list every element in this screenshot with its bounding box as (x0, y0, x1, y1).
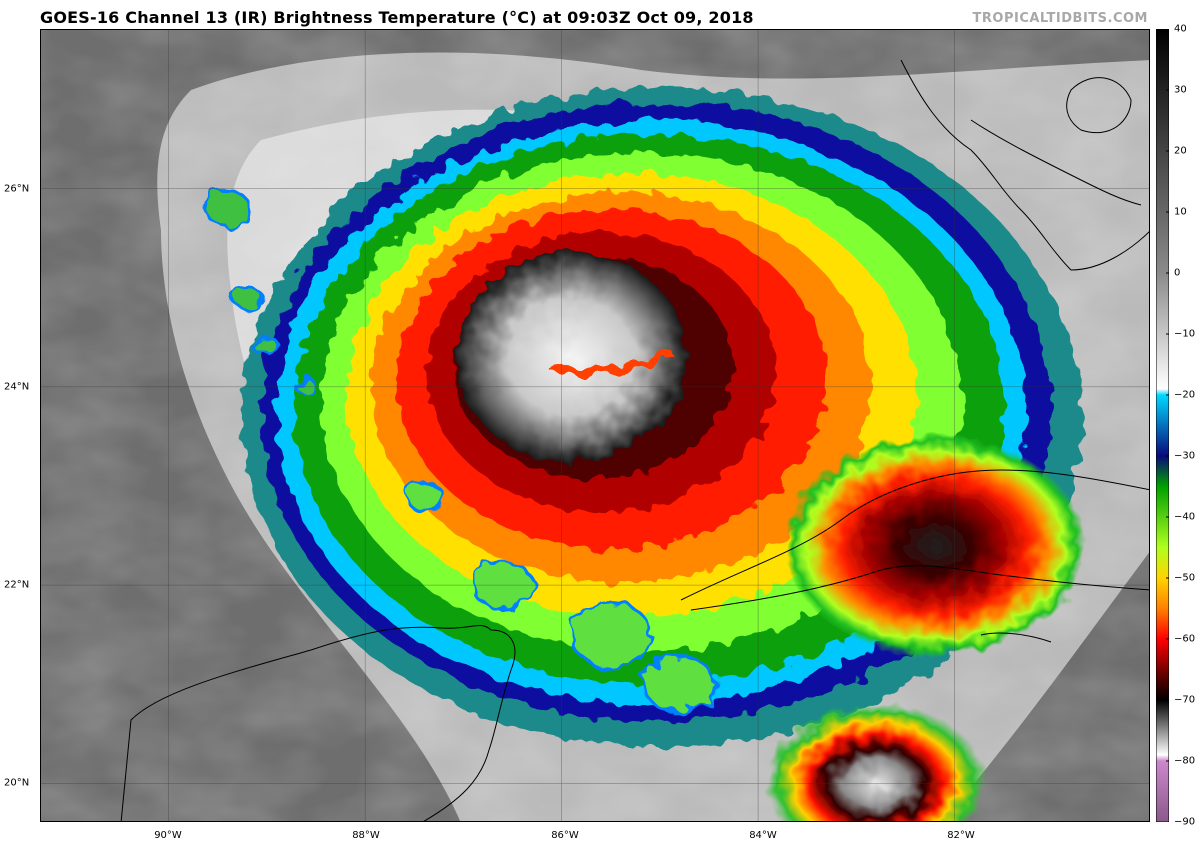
colorbar-fill (1156, 29, 1169, 822)
lon-tick-90w: 90°W (154, 830, 182, 841)
outer-cell-7 (642, 654, 716, 714)
cuba-convection-cell (784, 435, 1085, 656)
lon-tick-84w: 84°W (749, 830, 777, 841)
colorbar-tick-label: −20 (1174, 389, 1196, 401)
lon-tick-82w: 82°W (947, 830, 975, 841)
lat-tick-20n: 20°N (4, 777, 30, 789)
temperature-colorbar (1156, 29, 1169, 822)
coastlines (120, 59, 1149, 821)
colorbar-tick-label: 20 (1174, 145, 1187, 157)
colorbar-tick-label: 0 (1174, 267, 1181, 279)
outer-cell-0 (204, 189, 252, 228)
colorbar-tick-label: −40 (1174, 511, 1196, 523)
lat-tick-24n: 24°N (4, 381, 30, 393)
colorbar-tick-label: −60 (1174, 633, 1196, 645)
outer-cell-1 (231, 284, 263, 311)
cuba-south-coast (690, 565, 1149, 611)
storm-core (456, 252, 687, 463)
colorbar-tick-label: 30 (1174, 84, 1187, 96)
map-canvas (41, 30, 1149, 821)
lake-okeechobee (1066, 77, 1132, 134)
lat-tick-26n: 26°N (4, 183, 30, 195)
hurricane-michael (204, 87, 1085, 821)
cuba-north-coast (680, 469, 1149, 601)
outer-cell-6 (569, 601, 653, 669)
colorbar-tick-label: −90 (1174, 816, 1196, 828)
chart-title: GOES-16 Channel 13 (IR) Brightness Tempe… (40, 8, 754, 27)
colorbar-tick-label: 10 (1174, 206, 1187, 218)
eye-spiral (550, 348, 674, 377)
colorbar-tick-label: −10 (1174, 328, 1196, 340)
colorbar-tick-label: −80 (1174, 755, 1196, 767)
south-convection-cell (765, 703, 986, 821)
colorbar-tick-label: −30 (1174, 450, 1196, 462)
florida-coast (900, 59, 1149, 271)
lon-tick-86w: 86°W (551, 830, 579, 841)
florida-keys (970, 119, 1142, 206)
colorbar-tick-label: 40 (1174, 23, 1187, 35)
lon-tick-88w: 88°W (352, 830, 380, 841)
graticule (41, 30, 1149, 821)
satellite-map[interactable] (40, 29, 1150, 822)
colorbar-tick-label: −50 (1174, 572, 1196, 584)
outer-cell-2 (253, 336, 281, 359)
colorbar-tick-label: −70 (1174, 694, 1196, 706)
yucatan-coast (120, 625, 516, 821)
lat-tick-22n: 22°N (4, 579, 30, 591)
site-credit: TROPICALTIDBITS.COM (972, 11, 1148, 26)
isla-de-la-juventud (980, 632, 1052, 643)
outer-cell-4 (404, 479, 444, 512)
